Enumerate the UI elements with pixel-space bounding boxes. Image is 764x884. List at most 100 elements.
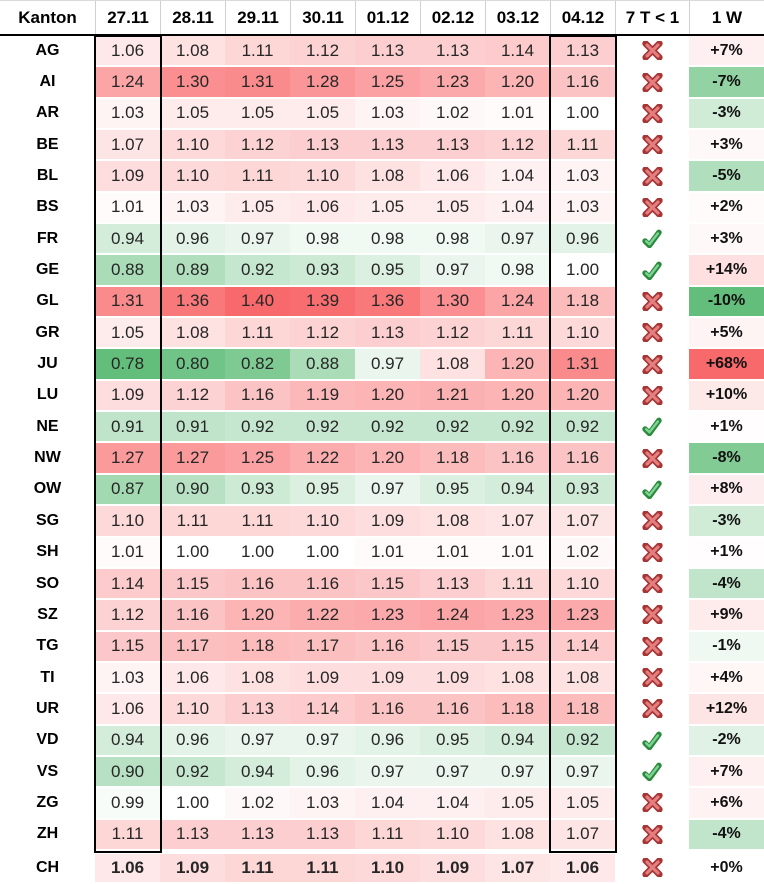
kanton-label: AI bbox=[0, 67, 95, 99]
r-value-cell: 1.15 bbox=[420, 631, 485, 663]
r-value-cell: 1.20 bbox=[355, 380, 420, 413]
r-value-cell: 0.95 bbox=[355, 255, 420, 287]
week-change-cell: +9% bbox=[689, 600, 764, 632]
r-value-cell: 1.01 bbox=[95, 192, 160, 225]
r-value-cell: 1.22 bbox=[290, 600, 355, 632]
cross-icon bbox=[641, 103, 663, 123]
r-value-cell: 1.12 bbox=[160, 380, 225, 413]
r-value-cell: 0.94 bbox=[95, 224, 160, 256]
r-value-cell: 1.00 bbox=[550, 98, 615, 131]
table-row-ZG: ZG 0.99 1.00 1.02 1.03 1.04 1.04 1.05 1.05 +6% bbox=[0, 788, 764, 820]
r-value-cell: 0.95 bbox=[420, 474, 485, 507]
check-icon bbox=[642, 229, 662, 249]
kanton-label: OW bbox=[0, 474, 95, 507]
r-value-cell: 0.91 bbox=[160, 412, 225, 444]
r-value-cell: 1.07 bbox=[550, 506, 615, 538]
seven-day-status-cell bbox=[615, 318, 689, 350]
week-change-cell: -4% bbox=[689, 568, 764, 601]
cross-icon bbox=[641, 824, 663, 844]
seven-day-status-cell bbox=[615, 568, 689, 601]
seven-day-status-cell bbox=[615, 224, 689, 256]
r-value-cell: 0.98 bbox=[290, 224, 355, 256]
r-value-cell: 1.16 bbox=[355, 694, 420, 726]
r-value-cell: 1.10 bbox=[95, 506, 160, 538]
cross-icon bbox=[641, 636, 663, 656]
r-value-cell: 1.00 bbox=[160, 788, 225, 820]
kanton-label: CH bbox=[0, 853, 95, 884]
kanton-label: SO bbox=[0, 568, 95, 601]
r-value-cell: 1.17 bbox=[160, 631, 225, 663]
r-value-cell: 1.16 bbox=[550, 67, 615, 99]
week-change-cell: +7% bbox=[689, 36, 764, 68]
r-value-cell: 1.08 bbox=[485, 819, 550, 851]
r-value-cell: 1.14 bbox=[290, 694, 355, 726]
r-value-cell: 1.24 bbox=[420, 600, 485, 632]
table-body: AG 1.06 1.08 1.11 1.12 1.13 1.13 1.14 1.13 +7% AI 1… bbox=[0, 36, 764, 884]
r-value-cell: 1.06 bbox=[95, 853, 160, 884]
kanton-label: UR bbox=[0, 694, 95, 726]
r-value-cell: 1.11 bbox=[485, 318, 550, 350]
r-value-cell: 1.09 bbox=[95, 161, 160, 193]
r-value-cell: 1.36 bbox=[160, 286, 225, 319]
header-cell-date: 04.12 bbox=[550, 1, 615, 34]
header-cell-date: 29.11 bbox=[225, 1, 290, 34]
r-value-cell: 1.11 bbox=[290, 853, 355, 884]
week-change-cell: +14% bbox=[689, 255, 764, 287]
r-value-cell: 0.98 bbox=[355, 224, 420, 256]
table-row-AI: AI 1.24 1.30 1.31 1.28 1.25 1.23 1.20 1.16 -7% bbox=[0, 67, 764, 99]
week-change-cell: -1% bbox=[689, 631, 764, 663]
r-value-cell: 1.05 bbox=[485, 788, 550, 820]
r-value-cell: 1.31 bbox=[225, 67, 290, 99]
r-value-cell: 1.06 bbox=[160, 662, 225, 695]
r-value-cell: 1.11 bbox=[355, 819, 420, 851]
r-value-cell: 1.12 bbox=[420, 318, 485, 350]
r-value-cell: 1.12 bbox=[95, 600, 160, 632]
r-value-cell: 1.06 bbox=[420, 161, 485, 193]
r-value-cell: 1.13 bbox=[420, 568, 485, 601]
r-value-cell: 1.08 bbox=[355, 161, 420, 193]
seven-day-status-cell bbox=[615, 600, 689, 632]
r-value-cell: 1.27 bbox=[160, 443, 225, 475]
seven-day-status-cell bbox=[615, 694, 689, 726]
r-value-cell: 0.92 bbox=[550, 412, 615, 444]
kanton-label: TI bbox=[0, 662, 95, 695]
r-value-cell: 0.94 bbox=[485, 725, 550, 757]
r-value-cell: 0.78 bbox=[95, 349, 160, 381]
r-value-cell: 1.20 bbox=[225, 600, 290, 632]
seven-day-status-cell bbox=[615, 788, 689, 820]
r-value-cell: 1.13 bbox=[225, 819, 290, 851]
seven-day-status-cell bbox=[615, 537, 689, 569]
table-row-BE: BE 1.07 1.10 1.12 1.13 1.13 1.13 1.12 1.11 +3% bbox=[0, 130, 764, 162]
r-value-cell: 1.04 bbox=[485, 161, 550, 193]
r-value-cell: 1.10 bbox=[160, 694, 225, 726]
r-value-cell: 1.06 bbox=[95, 36, 160, 68]
r-value-cell: 1.23 bbox=[550, 600, 615, 632]
r-value-cell: 1.21 bbox=[420, 380, 485, 413]
r-value-cell: 1.30 bbox=[420, 286, 485, 319]
r-value-cell: 1.14 bbox=[485, 36, 550, 68]
week-change-cell: -7% bbox=[689, 67, 764, 99]
cross-icon bbox=[641, 542, 663, 562]
r-value-cell: 1.07 bbox=[550, 819, 615, 851]
r-value-cell: 0.92 bbox=[225, 412, 290, 444]
table-row-TG: TG 1.15 1.17 1.18 1.17 1.16 1.15 1.15 1.14 -1% bbox=[0, 631, 764, 663]
r-value-cell: 0.92 bbox=[420, 412, 485, 444]
r-value-cell: 1.08 bbox=[420, 349, 485, 381]
r-value-cell: 0.93 bbox=[550, 474, 615, 507]
r-value-cell: 1.19 bbox=[290, 380, 355, 413]
week-change-cell: -4% bbox=[689, 819, 764, 851]
kanton-label: SH bbox=[0, 537, 95, 569]
r-value-cell: 1.09 bbox=[420, 662, 485, 695]
r-value-cell: 0.93 bbox=[290, 255, 355, 287]
r-value-cell: 1.11 bbox=[550, 130, 615, 162]
r-value-cell: 1.20 bbox=[485, 380, 550, 413]
r-value-cell: 1.04 bbox=[355, 788, 420, 820]
week-change-cell: -8% bbox=[689, 443, 764, 475]
r-value-cell: 1.05 bbox=[550, 788, 615, 820]
kanton-label: AG bbox=[0, 36, 95, 68]
r-value-cell: 0.89 bbox=[160, 255, 225, 287]
r-value-cell: 0.92 bbox=[355, 412, 420, 444]
r-value-cell: 0.93 bbox=[225, 474, 290, 507]
cross-icon bbox=[641, 323, 663, 343]
